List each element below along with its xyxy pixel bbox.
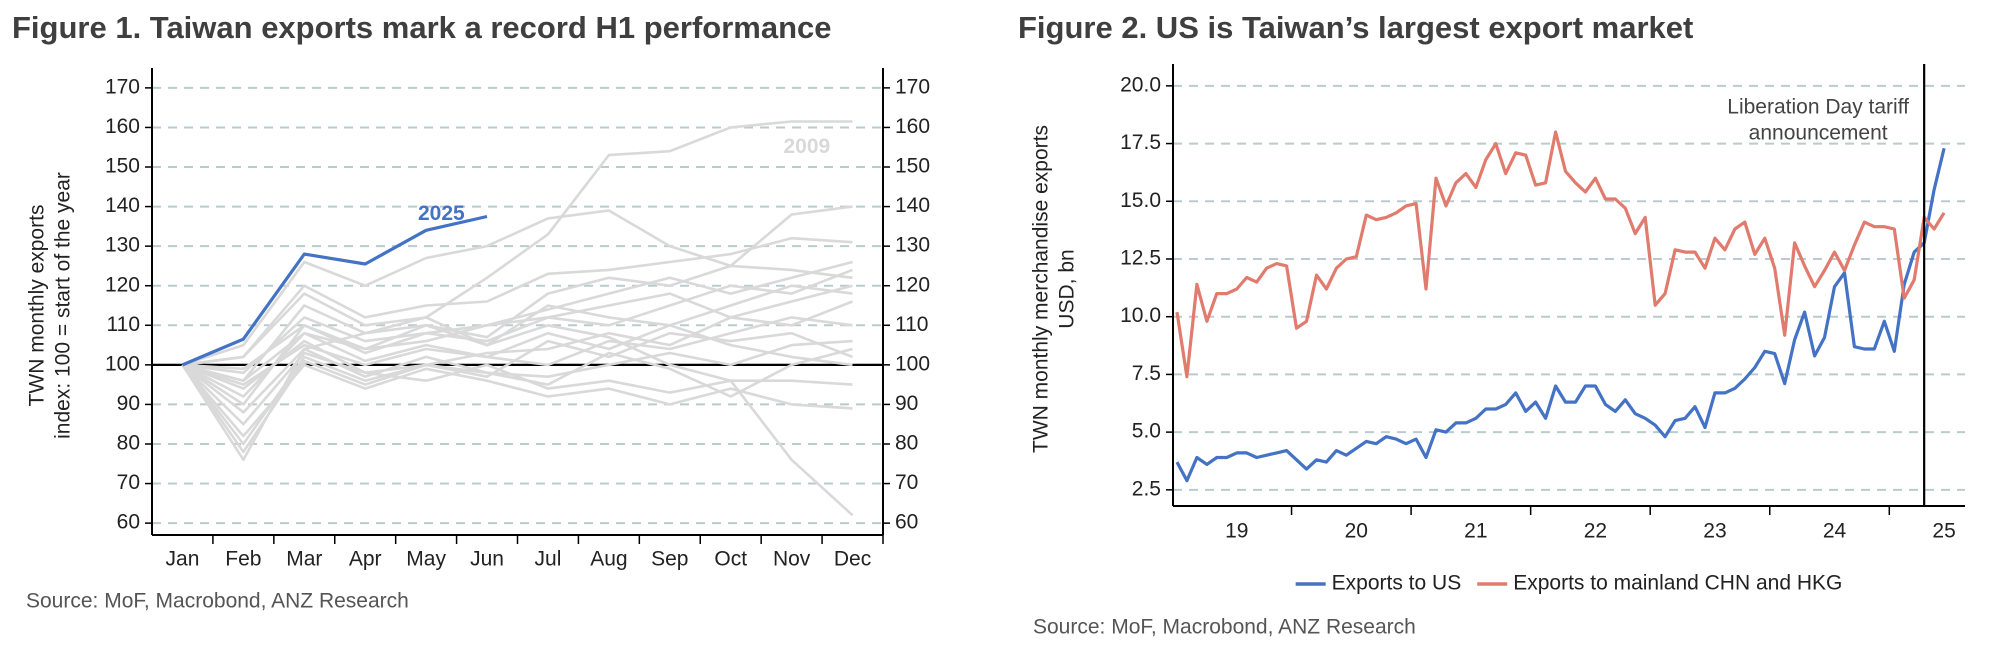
series-line	[182, 324, 854, 517]
x-tick-label: 19	[1225, 520, 1248, 543]
y-tick-label: 140	[105, 194, 140, 217]
x-tick-label: Aug	[590, 548, 627, 571]
y-tick-label: 15.0	[1120, 189, 1161, 212]
y-tick-label: 17.5	[1120, 131, 1161, 154]
x-tick-label: Apr	[349, 548, 382, 571]
y-tick-label: 70	[117, 471, 140, 494]
chart-title: Figure 2. US is Taiwan’s largest export …	[1018, 10, 1693, 45]
y-tick-label: 10.0	[1120, 304, 1161, 327]
series-line	[181, 331, 853, 454]
y-tick-label: 12.5	[1120, 247, 1161, 270]
y2-tick-label: 170	[895, 75, 930, 98]
y-tick-label: 100	[105, 352, 140, 375]
y2-tick-label: 130	[895, 234, 930, 257]
y-tick-label: 120	[105, 273, 140, 296]
legend: Exports to US Exports to mainland CHN and…	[1295, 572, 1842, 595]
y-tick-label: 60	[117, 511, 140, 534]
series-line	[182, 264, 853, 382]
y2-tick-label: 90	[895, 392, 918, 415]
series-label: 2025	[418, 202, 465, 225]
annotation-text: Liberation Day tariff	[1727, 96, 1909, 119]
x-tick-label: Feb	[225, 548, 261, 571]
series-line	[1175, 130, 1946, 379]
x-tick-label: Sep	[651, 548, 688, 571]
series-line	[181, 120, 853, 462]
legend-label: Exports to US	[1332, 572, 1462, 595]
y2-tick-label: 100	[895, 352, 930, 375]
series-line	[182, 292, 853, 367]
y2-tick-label: 140	[895, 194, 930, 217]
y-tick-label: 2.5	[1132, 477, 1161, 500]
series-line	[181, 339, 853, 446]
y2-tick-label: 120	[895, 273, 930, 296]
x-tick-label: 25	[1932, 520, 1955, 543]
series-label: 2009	[783, 135, 830, 158]
x-tick-label: Jul	[535, 548, 562, 571]
chart-title: Figure 1. Taiwan exports mark a record H…	[12, 10, 832, 45]
y2-tick-label: 70	[895, 471, 918, 494]
y2-tick-label: 80	[895, 432, 918, 455]
series-line	[181, 300, 853, 426]
y-tick-label: 20.0	[1120, 73, 1161, 96]
x-tick-label: 20	[1345, 520, 1368, 543]
x-tick-label: Oct	[714, 548, 747, 571]
x-tick-label: May	[406, 548, 446, 571]
y-tick-label: 90	[117, 392, 140, 415]
legend-label: Exports to mainland CHN and HKG	[1513, 572, 1842, 595]
y-tick-label: 5.0	[1132, 420, 1161, 443]
y-tick-label: 130	[105, 234, 140, 257]
y-axis-label: USD, bn	[1056, 249, 1079, 328]
x-tick-label: Nov	[773, 548, 811, 571]
x-tick-label: 24	[1823, 520, 1847, 543]
series-line	[182, 284, 853, 371]
y-axis-label: index: 100 = start of the year	[52, 172, 75, 439]
x-tick-label: Jan	[166, 548, 200, 571]
y-axis-label: TWN monthly merchandise exports	[1030, 125, 1053, 453]
x-tick-label: Mar	[286, 548, 322, 571]
y-tick-label: 150	[105, 155, 140, 178]
x-tick-label: Dec	[834, 548, 871, 571]
y-tick-label: 110	[107, 313, 140, 336]
y2-tick-label: 60	[895, 511, 918, 534]
series-line	[182, 284, 853, 386]
y-tick-label: 80	[117, 432, 140, 455]
x-tick-label: Jun	[470, 548, 504, 571]
series-line	[182, 339, 853, 394]
y-tick-label: 170	[105, 75, 140, 98]
series-line	[182, 236, 853, 367]
y-tick-label: 160	[105, 115, 140, 138]
source: Source: MoF, Macrobond, ANZ Research	[26, 590, 409, 613]
series-line	[181, 316, 853, 398]
series-line	[181, 214, 488, 367]
source: Source: MoF, Macrobond, ANZ Research	[1033, 616, 1416, 639]
y2-tick-label: 150	[895, 155, 930, 178]
series-line	[1175, 147, 1946, 483]
y-axis-label: TWN monthly exports	[26, 205, 49, 407]
x-tick-label: 21	[1464, 520, 1487, 543]
x-tick-label: 23	[1703, 520, 1726, 543]
series-line	[182, 260, 853, 375]
x-tick-label: 22	[1584, 520, 1607, 543]
y2-tick-label: 110	[895, 313, 928, 336]
series-line	[182, 205, 853, 367]
series-line	[181, 268, 853, 406]
y-tick-label: 7.5	[1132, 362, 1161, 385]
y2-tick-label: 160	[895, 115, 930, 138]
annotation-text: announcement	[1749, 122, 1888, 145]
